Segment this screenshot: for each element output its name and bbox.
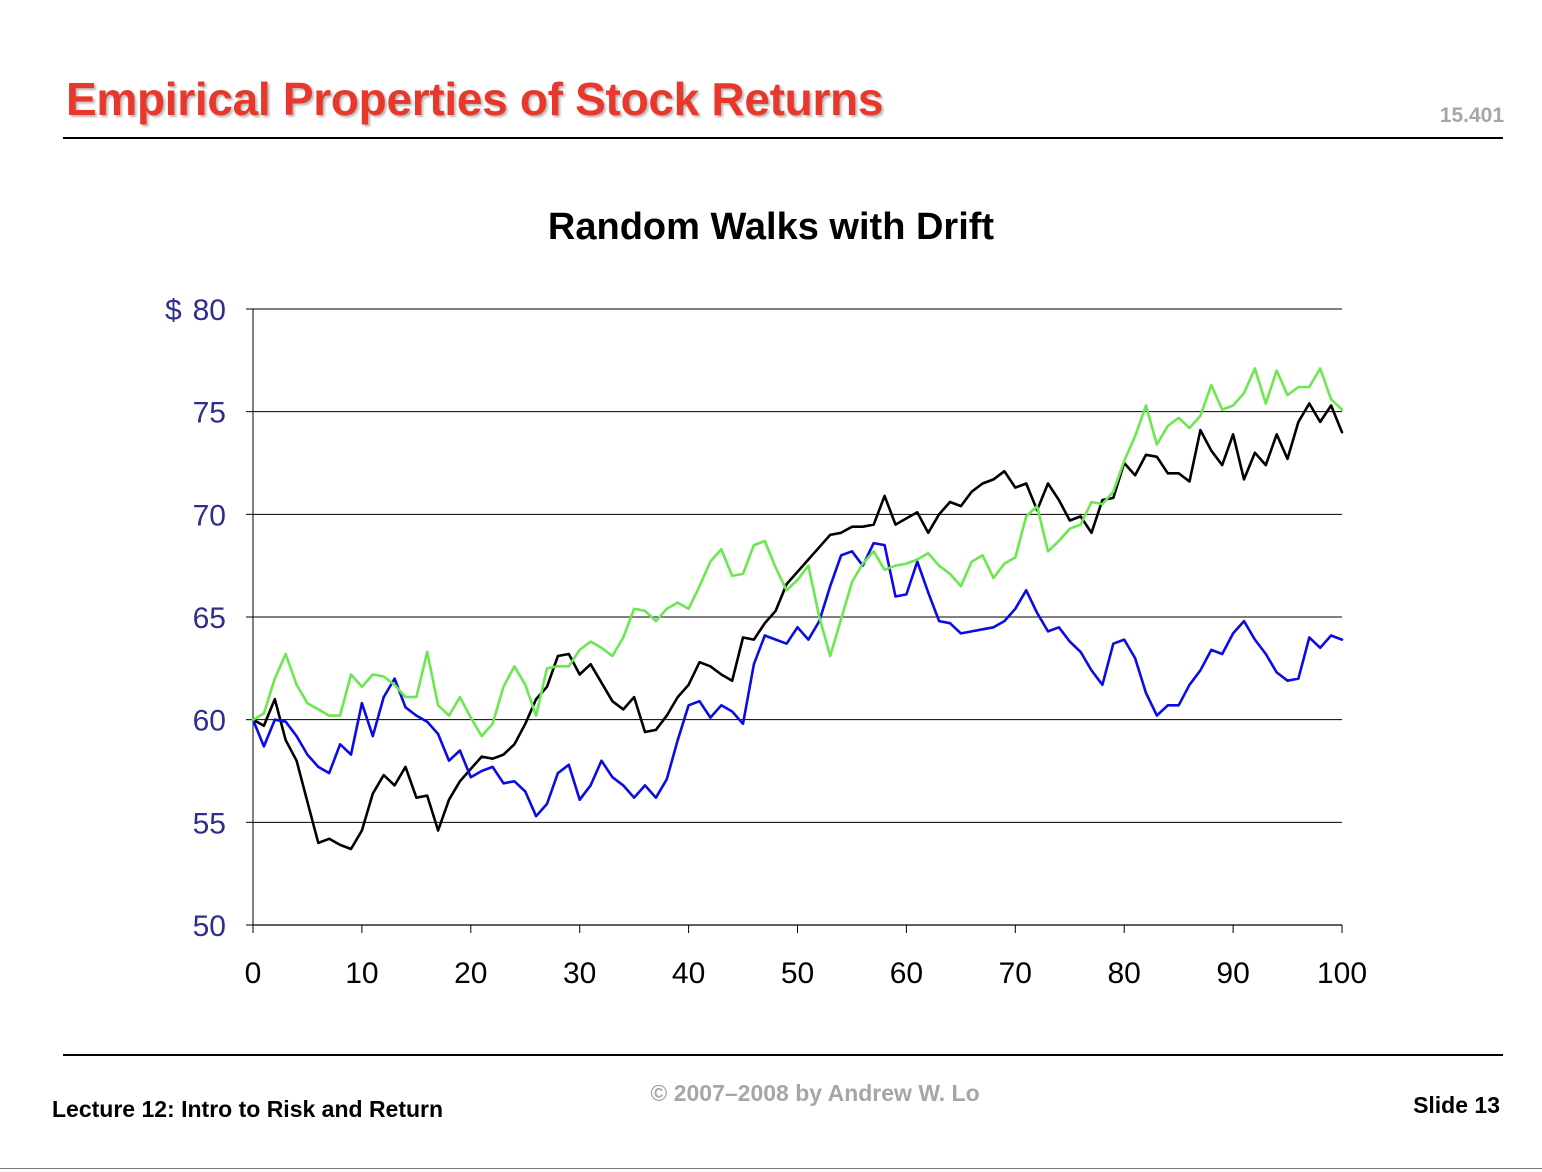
x-tick-label-0: 0 xyxy=(245,957,262,990)
tick-labels: 50 55 60 65 70 75 80 $0 10 20 30 40 50 60 70 80 90 100 xyxy=(165,294,1367,990)
x-tick-label-60: 60 xyxy=(890,957,923,990)
slide-number: Slide 13 xyxy=(1413,1092,1500,1118)
y-tick-label-70: 70 xyxy=(193,499,226,532)
slide-title: Empirical Properties of Stock Returns xyxy=(66,73,884,125)
x-tick-label-50: 50 xyxy=(781,957,814,990)
x-tick-label-100: 100 xyxy=(1317,957,1367,990)
x-tick-label-30: 30 xyxy=(563,957,596,990)
lecture-label: Lecture 12: Intro to Risk and Return xyxy=(52,1096,444,1122)
x-tick-label-20: 20 xyxy=(454,957,487,990)
copyright: © 2007–2008 by Andrew W. Lo xyxy=(650,1080,980,1106)
chart-title: Random Walks with Drift xyxy=(547,206,995,248)
footer-divider xyxy=(63,1054,1503,1056)
y-tick-label-65: 65 xyxy=(193,602,226,635)
series-line-1 xyxy=(251,402,1344,851)
x-tick-label-40: 40 xyxy=(672,957,705,990)
page-edge xyxy=(0,1168,1542,1169)
axes xyxy=(246,308,1343,933)
x-tick-label-10: 10 xyxy=(345,957,378,990)
x-tick-label-70: 70 xyxy=(999,957,1032,990)
series-line-3 xyxy=(251,367,1344,738)
series-line-2 xyxy=(251,541,1344,818)
x-tick-label-90: 90 xyxy=(1216,957,1249,990)
y-tick-label-55: 55 xyxy=(193,807,226,840)
grid-lines xyxy=(253,308,1342,823)
x-tick-label-80: 80 xyxy=(1108,957,1141,990)
y-tick-label-60: 60 xyxy=(193,705,226,738)
course-code: 15.401 xyxy=(1439,104,1504,127)
y-currency-symbol: $ xyxy=(165,294,182,327)
y-tick-label-50: 50 xyxy=(193,910,226,943)
header-divider xyxy=(63,137,1503,139)
y-tick-label-75: 75 xyxy=(193,397,226,430)
y-tick-label-80: 80 xyxy=(193,294,226,327)
series-lines xyxy=(251,367,1344,851)
